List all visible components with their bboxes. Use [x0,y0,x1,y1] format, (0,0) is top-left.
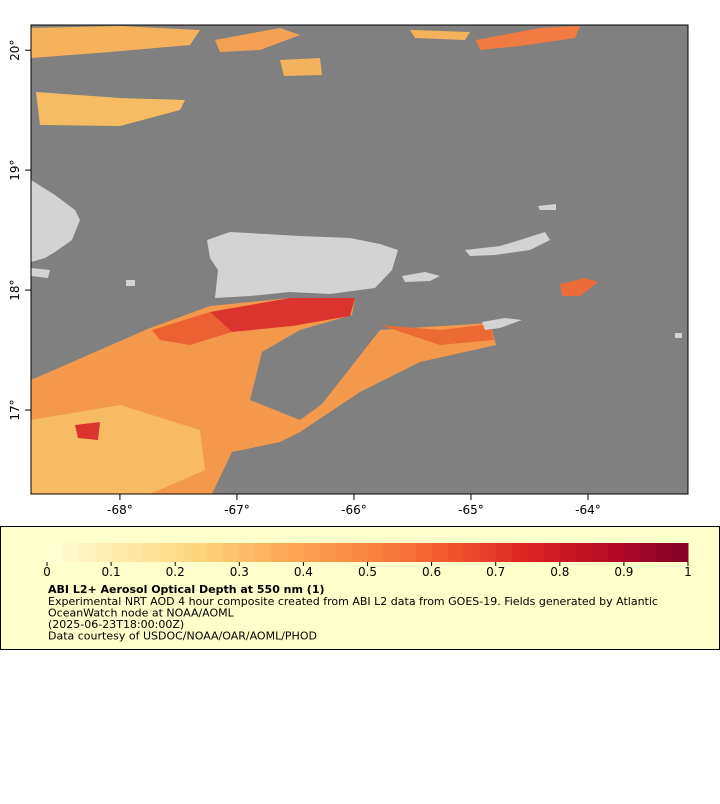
islet [538,204,556,210]
aerosol-patch [410,30,470,40]
aerosol-patch [152,312,232,345]
colorbar-cell [79,543,96,562]
y-tick-label: 19° [8,159,22,180]
x-tick-label: -64° [575,503,601,517]
colorbar-cell [351,543,368,562]
colorbar-cell [639,543,657,562]
colorbar-tick-label: 1 [684,565,692,579]
colorbar-cell [431,543,449,562]
st-croix [482,318,522,330]
colorbar-cell [143,543,160,562]
x-tick-label: -68° [107,503,133,517]
islet [126,280,135,286]
colorbar-cell [207,543,224,562]
map-frame [30,24,689,495]
colorbar-cell [575,543,593,562]
virgin-islands [465,232,550,256]
colorbar-cell [367,543,385,562]
colorbar-cell [319,543,336,562]
aerosol-patch [210,298,355,332]
colorbar-cell [175,543,192,562]
note: Data courtesy of USDOC/NOAA/OAR/AOML/PHO… [48,630,317,643]
colorbar-cell [159,543,176,562]
colorbar-cell [527,543,545,562]
colorbar-cell [63,543,80,562]
colorbar-tick-label: 0.8 [550,565,569,579]
colorbar-cell [671,543,689,562]
colorbar-cell [47,543,64,562]
colorbar-tick-label: 0.7 [486,565,505,579]
colorbar-cell [191,543,208,562]
aerosol-field [31,26,598,494]
note: Experimental NRT AOD 4 hour composite cr… [48,595,658,608]
colorbar-cell [383,543,401,562]
land [31,180,682,338]
colorbar-tick-label: 0.6 [422,565,441,579]
y-tick-label: 18° [8,279,22,300]
x-tick-label: -67° [224,503,250,517]
colorbar-cell [447,543,465,562]
colorbar-cell [127,543,144,562]
colorbar-cell [607,543,625,562]
colorbar-tick-label: 0.9 [614,565,633,579]
colorbar-tick-label: 0.1 [102,565,121,579]
colorbar-cell [111,543,128,562]
aerosol-patch [75,422,100,440]
colorbar-cell [655,543,673,562]
aerosol-patch [215,28,300,52]
colorbar-cell [511,543,529,562]
colorbar-tick-label: 0.5 [358,565,377,579]
colorbar-tick-label: 0.2 [166,565,185,579]
hispaniola [31,180,80,262]
colorbar-cell [495,543,513,562]
colorbar-tick-label: 0.3 [230,565,249,579]
aerosol-patch [560,278,598,296]
colorbar-cell [399,543,417,562]
aerosol-patch [280,58,322,76]
colorbar-title: ABI L2+ Aerosol Optical Depth at 550 nm … [48,583,325,596]
colorbar-cell [415,543,433,562]
note: (2025-06-23T18:00:00Z) [48,618,184,631]
colorbar-cell [335,543,352,562]
colorbar-cell [223,543,240,562]
colorbar-cell [543,543,561,562]
aerosol-patch [380,324,494,345]
aerosol-patch [31,26,200,58]
aerosol-patch [36,92,185,126]
colorbar-cell [591,543,609,562]
colorbar-cell [255,543,272,562]
colorbar-cell [95,543,112,562]
colorbar-cell [623,543,641,562]
colorbar-cell [559,543,577,562]
colorbar-cell [479,543,497,562]
vieques [402,272,440,282]
puerto-rico [207,232,398,298]
y-tick-label: 20° [8,40,22,61]
colorbar-cell [303,543,320,562]
colorbar-tick-label: 0.4 [294,565,313,579]
colorbar-cell [463,543,481,562]
y-tick-label: 17° [8,399,22,420]
note: OceanWatch node at NOAA/AOML [48,607,235,620]
aerosol-patch [31,405,205,494]
x-tick-label: -66° [341,503,367,517]
islet [31,268,50,278]
colorbar-cell [287,543,304,562]
islet [675,333,682,338]
aerosol-patch [476,26,580,50]
colorbar-tick-label: 0 [43,565,51,579]
colorbar-cell [271,543,288,562]
x-tick-label: -65° [458,503,484,517]
colorbar-cell [239,543,256,562]
